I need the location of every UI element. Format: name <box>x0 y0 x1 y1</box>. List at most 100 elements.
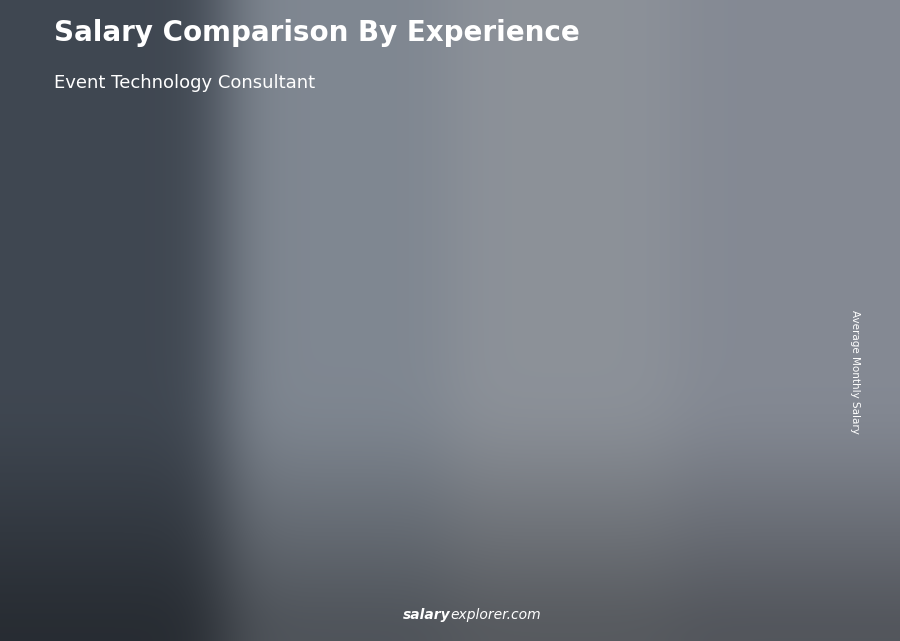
Bar <box>770 244 772 558</box>
Bar <box>721 244 722 558</box>
Bar <box>263 433 264 558</box>
Bar <box>495 329 496 558</box>
Bar <box>264 433 265 558</box>
Bar <box>643 283 644 558</box>
Bar <box>644 283 645 558</box>
Bar <box>258 433 259 558</box>
Bar <box>613 283 615 558</box>
Bar <box>754 244 756 558</box>
Bar <box>753 244 754 558</box>
Bar <box>130 487 131 558</box>
Bar <box>777 244 778 558</box>
Bar <box>140 487 141 558</box>
Polygon shape <box>721 244 792 251</box>
Bar <box>143 487 144 558</box>
Bar <box>763 244 764 558</box>
Bar <box>280 433 281 558</box>
Bar <box>221 433 224 558</box>
Bar <box>270 433 272 558</box>
Bar <box>113 487 115 558</box>
Bar <box>729 244 731 558</box>
Bar <box>346 372 349 558</box>
Text: 10 to 15: 10 to 15 <box>469 579 537 594</box>
Bar <box>150 487 152 558</box>
Bar <box>734 244 736 558</box>
Bar <box>497 329 499 558</box>
Bar <box>756 244 758 558</box>
Bar <box>353 372 354 558</box>
Bar <box>266 433 267 558</box>
Bar <box>600 283 601 558</box>
Bar <box>733 244 734 558</box>
Bar <box>764 244 765 558</box>
Bar <box>115 487 116 558</box>
Bar <box>475 329 477 558</box>
Bar <box>487 329 489 558</box>
Bar <box>521 329 522 558</box>
Bar <box>647 283 648 558</box>
Bar <box>151 487 153 558</box>
Bar <box>101 487 103 558</box>
Bar <box>599 283 600 558</box>
Bar <box>474 329 476 558</box>
Bar <box>100 487 101 558</box>
Bar <box>390 372 391 558</box>
Bar <box>489 329 490 558</box>
Bar <box>122 487 124 558</box>
Bar <box>608 283 609 558</box>
Bar <box>634 283 636 558</box>
Bar <box>234 433 236 558</box>
Bar <box>265 433 266 558</box>
Bar <box>392 372 393 558</box>
Bar <box>518 329 519 558</box>
Text: +nan%: +nan% <box>122 379 186 397</box>
Bar <box>158 487 159 558</box>
Text: Average Monthly Salary: Average Monthly Salary <box>850 310 860 434</box>
Bar <box>655 283 657 558</box>
Bar <box>153 487 154 558</box>
Bar <box>379 372 380 558</box>
Bar <box>235 433 237 558</box>
Polygon shape <box>471 329 542 336</box>
Bar <box>279 433 280 558</box>
Bar <box>268 433 269 558</box>
Polygon shape <box>96 487 167 493</box>
Bar <box>751 244 752 558</box>
Text: 20+ Years: 20+ Years <box>712 579 795 594</box>
Bar <box>224 433 226 558</box>
Text: Event Technology Consultant: Event Technology Consultant <box>54 74 315 92</box>
Text: +nan%: +nan% <box>383 279 448 297</box>
Bar <box>783 244 785 558</box>
Bar <box>633 283 634 558</box>
Bar <box>511 329 512 558</box>
Bar <box>128 487 130 558</box>
Bar <box>160 487 162 558</box>
Bar <box>104 487 105 558</box>
Bar <box>154 487 155 558</box>
Text: +nan%: +nan% <box>639 194 705 212</box>
Bar <box>483 329 484 558</box>
Bar <box>283 433 284 558</box>
Bar <box>232 433 234 558</box>
Text: Salary Comparison By Experience: Salary Comparison By Experience <box>54 19 580 47</box>
Polygon shape <box>786 244 792 558</box>
Bar <box>242 433 243 558</box>
Bar <box>253 433 254 558</box>
Bar <box>364 372 366 558</box>
Bar <box>516 329 517 558</box>
Bar <box>693 32 819 60</box>
Bar <box>380 372 381 558</box>
Bar <box>269 433 270 558</box>
Polygon shape <box>536 329 542 558</box>
Bar <box>522 329 523 558</box>
Bar <box>722 244 724 558</box>
Bar <box>398 372 400 558</box>
Bar <box>755 244 757 558</box>
Bar <box>610 283 611 558</box>
Bar <box>596 283 599 558</box>
Bar <box>785 244 786 558</box>
Bar <box>526 329 527 558</box>
Bar <box>121 487 122 558</box>
Bar <box>275 433 277 558</box>
Bar <box>513 329 515 558</box>
